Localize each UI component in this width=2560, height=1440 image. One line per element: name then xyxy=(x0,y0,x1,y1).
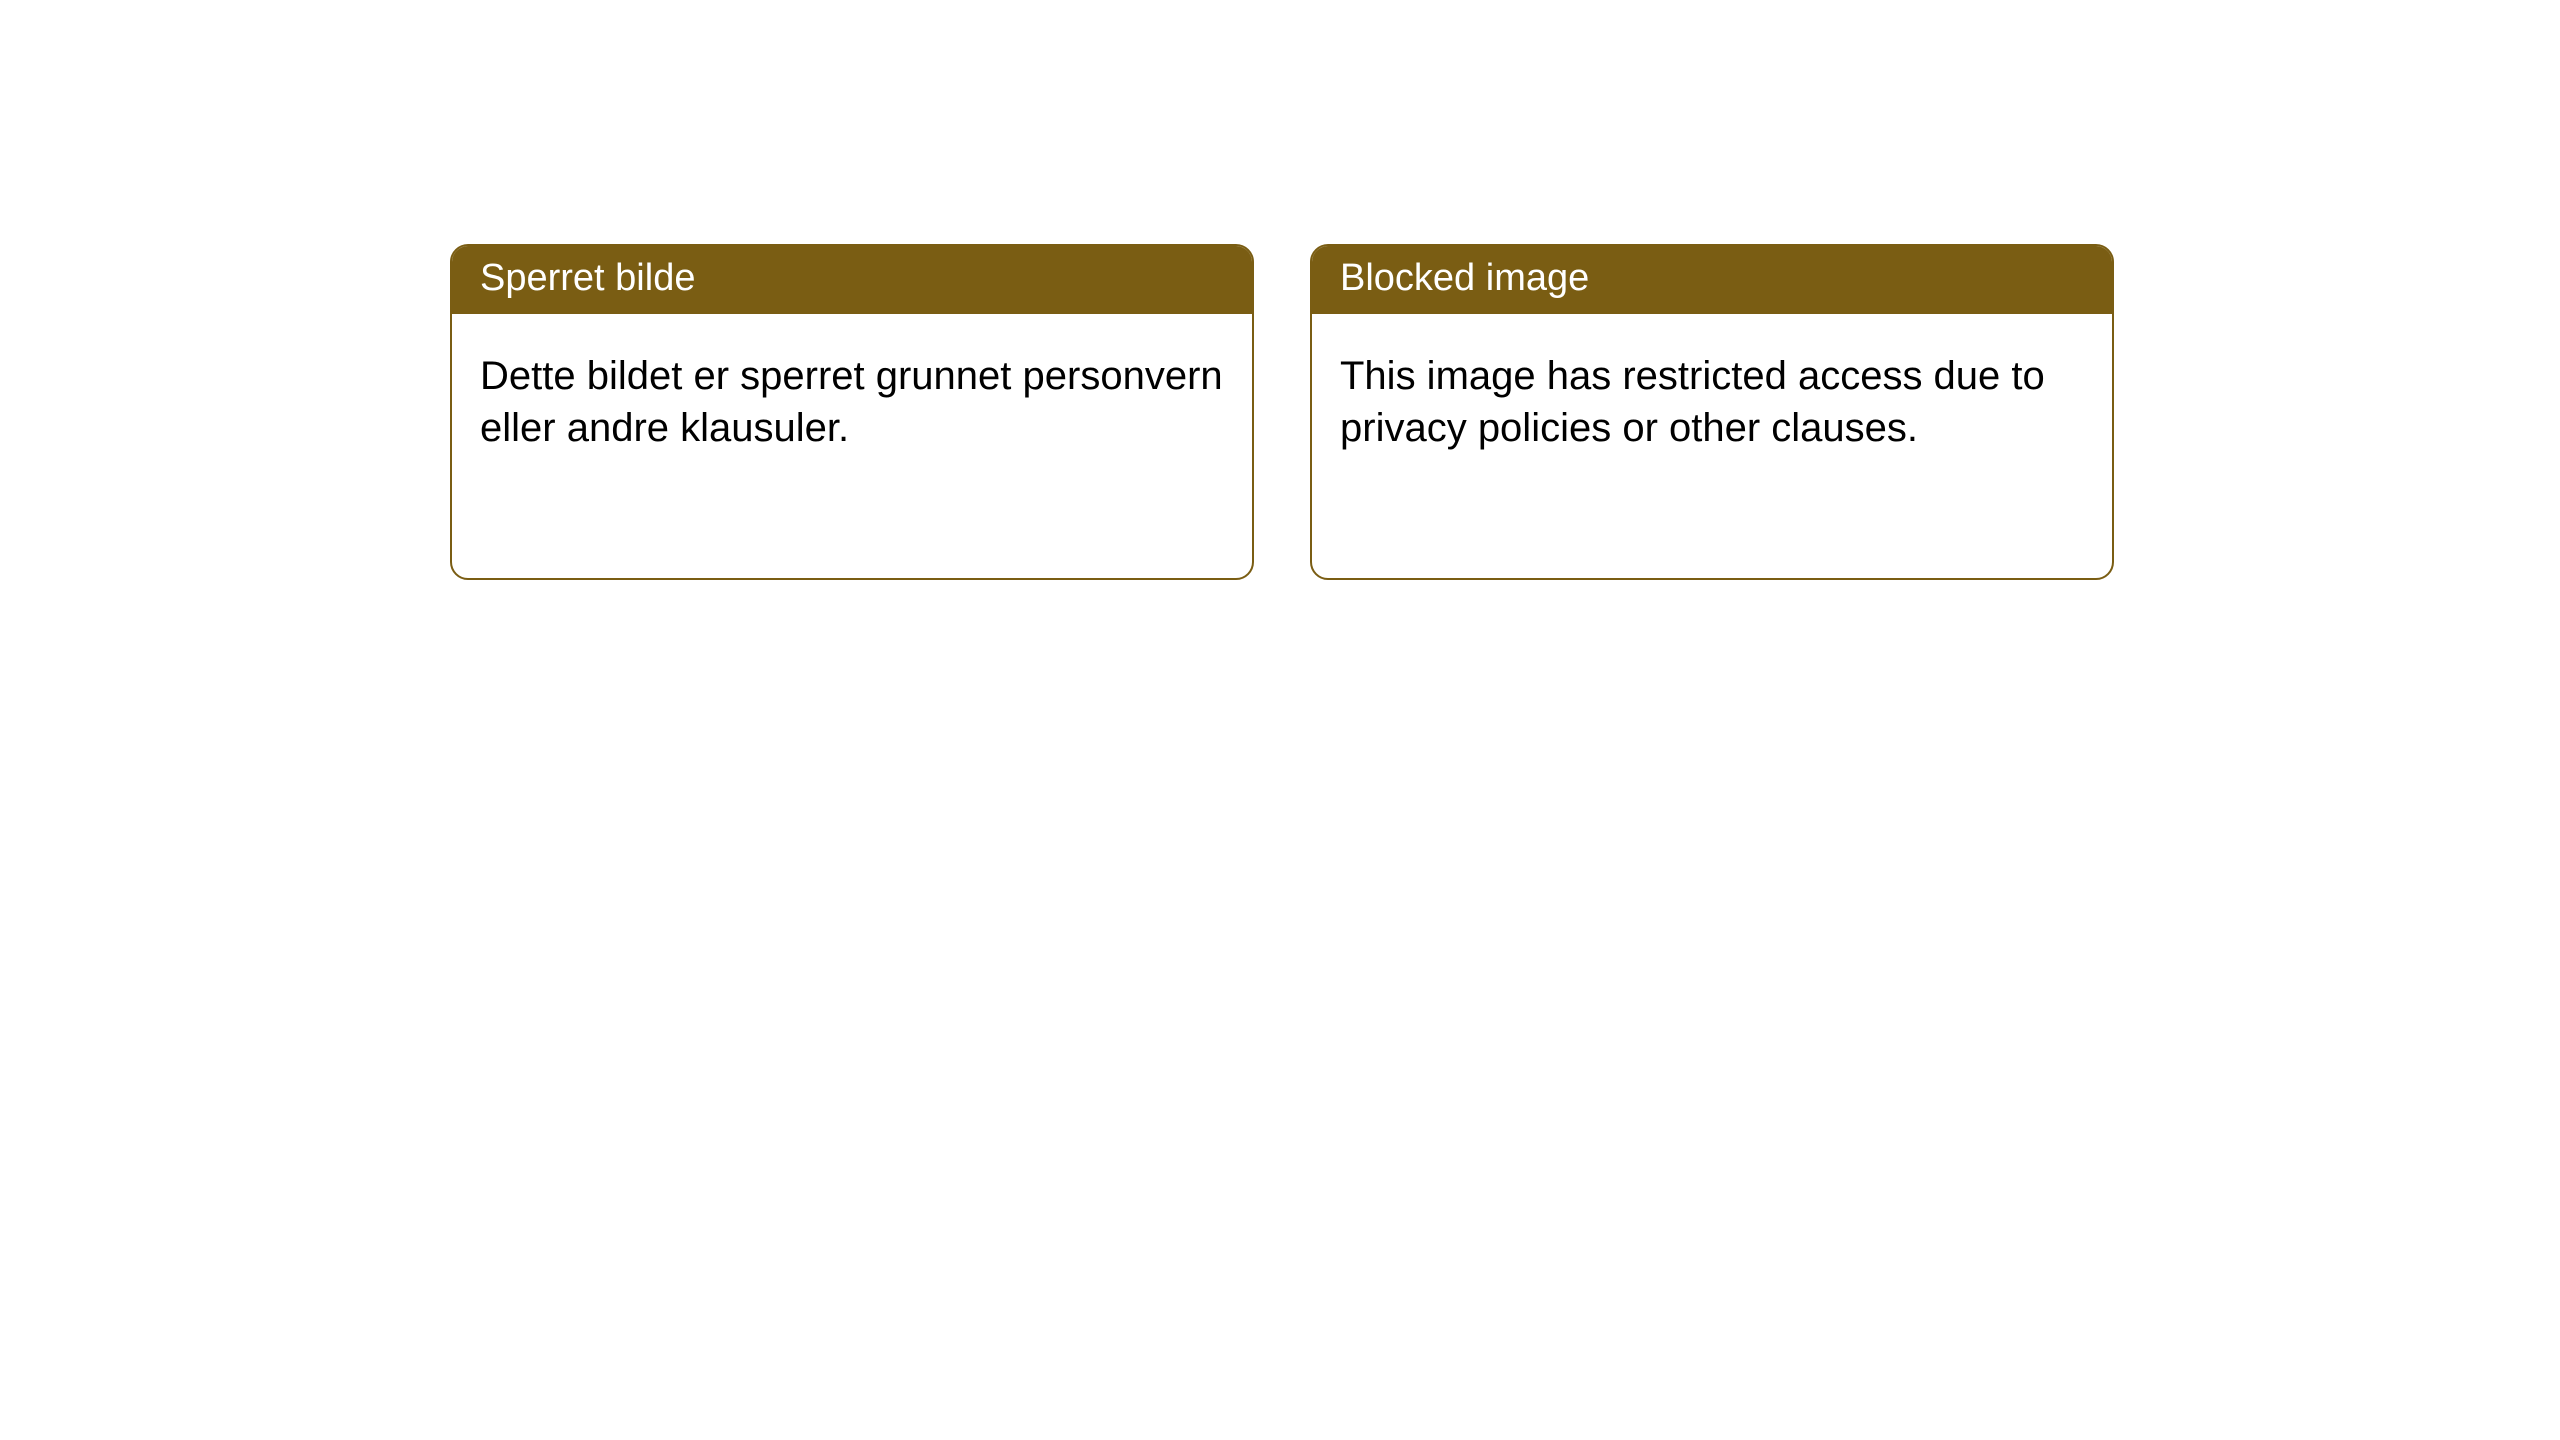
notice-message: This image has restricted access due to … xyxy=(1340,354,2045,450)
notice-box-english: Blocked image This image has restricted … xyxy=(1310,244,2114,580)
notice-box-norwegian: Sperret bilde Dette bildet er sperret gr… xyxy=(450,244,1254,580)
notice-title: Blocked image xyxy=(1340,257,1589,299)
notice-container: Sperret bilde Dette bildet er sperret gr… xyxy=(0,0,2560,580)
notice-body: This image has restricted access due to … xyxy=(1312,314,2112,490)
notice-header: Sperret bilde xyxy=(452,246,1252,314)
notice-message: Dette bildet er sperret grunnet personve… xyxy=(480,354,1223,450)
notice-title: Sperret bilde xyxy=(480,257,695,299)
notice-body: Dette bildet er sperret grunnet personve… xyxy=(452,314,1252,490)
notice-header: Blocked image xyxy=(1312,246,2112,314)
